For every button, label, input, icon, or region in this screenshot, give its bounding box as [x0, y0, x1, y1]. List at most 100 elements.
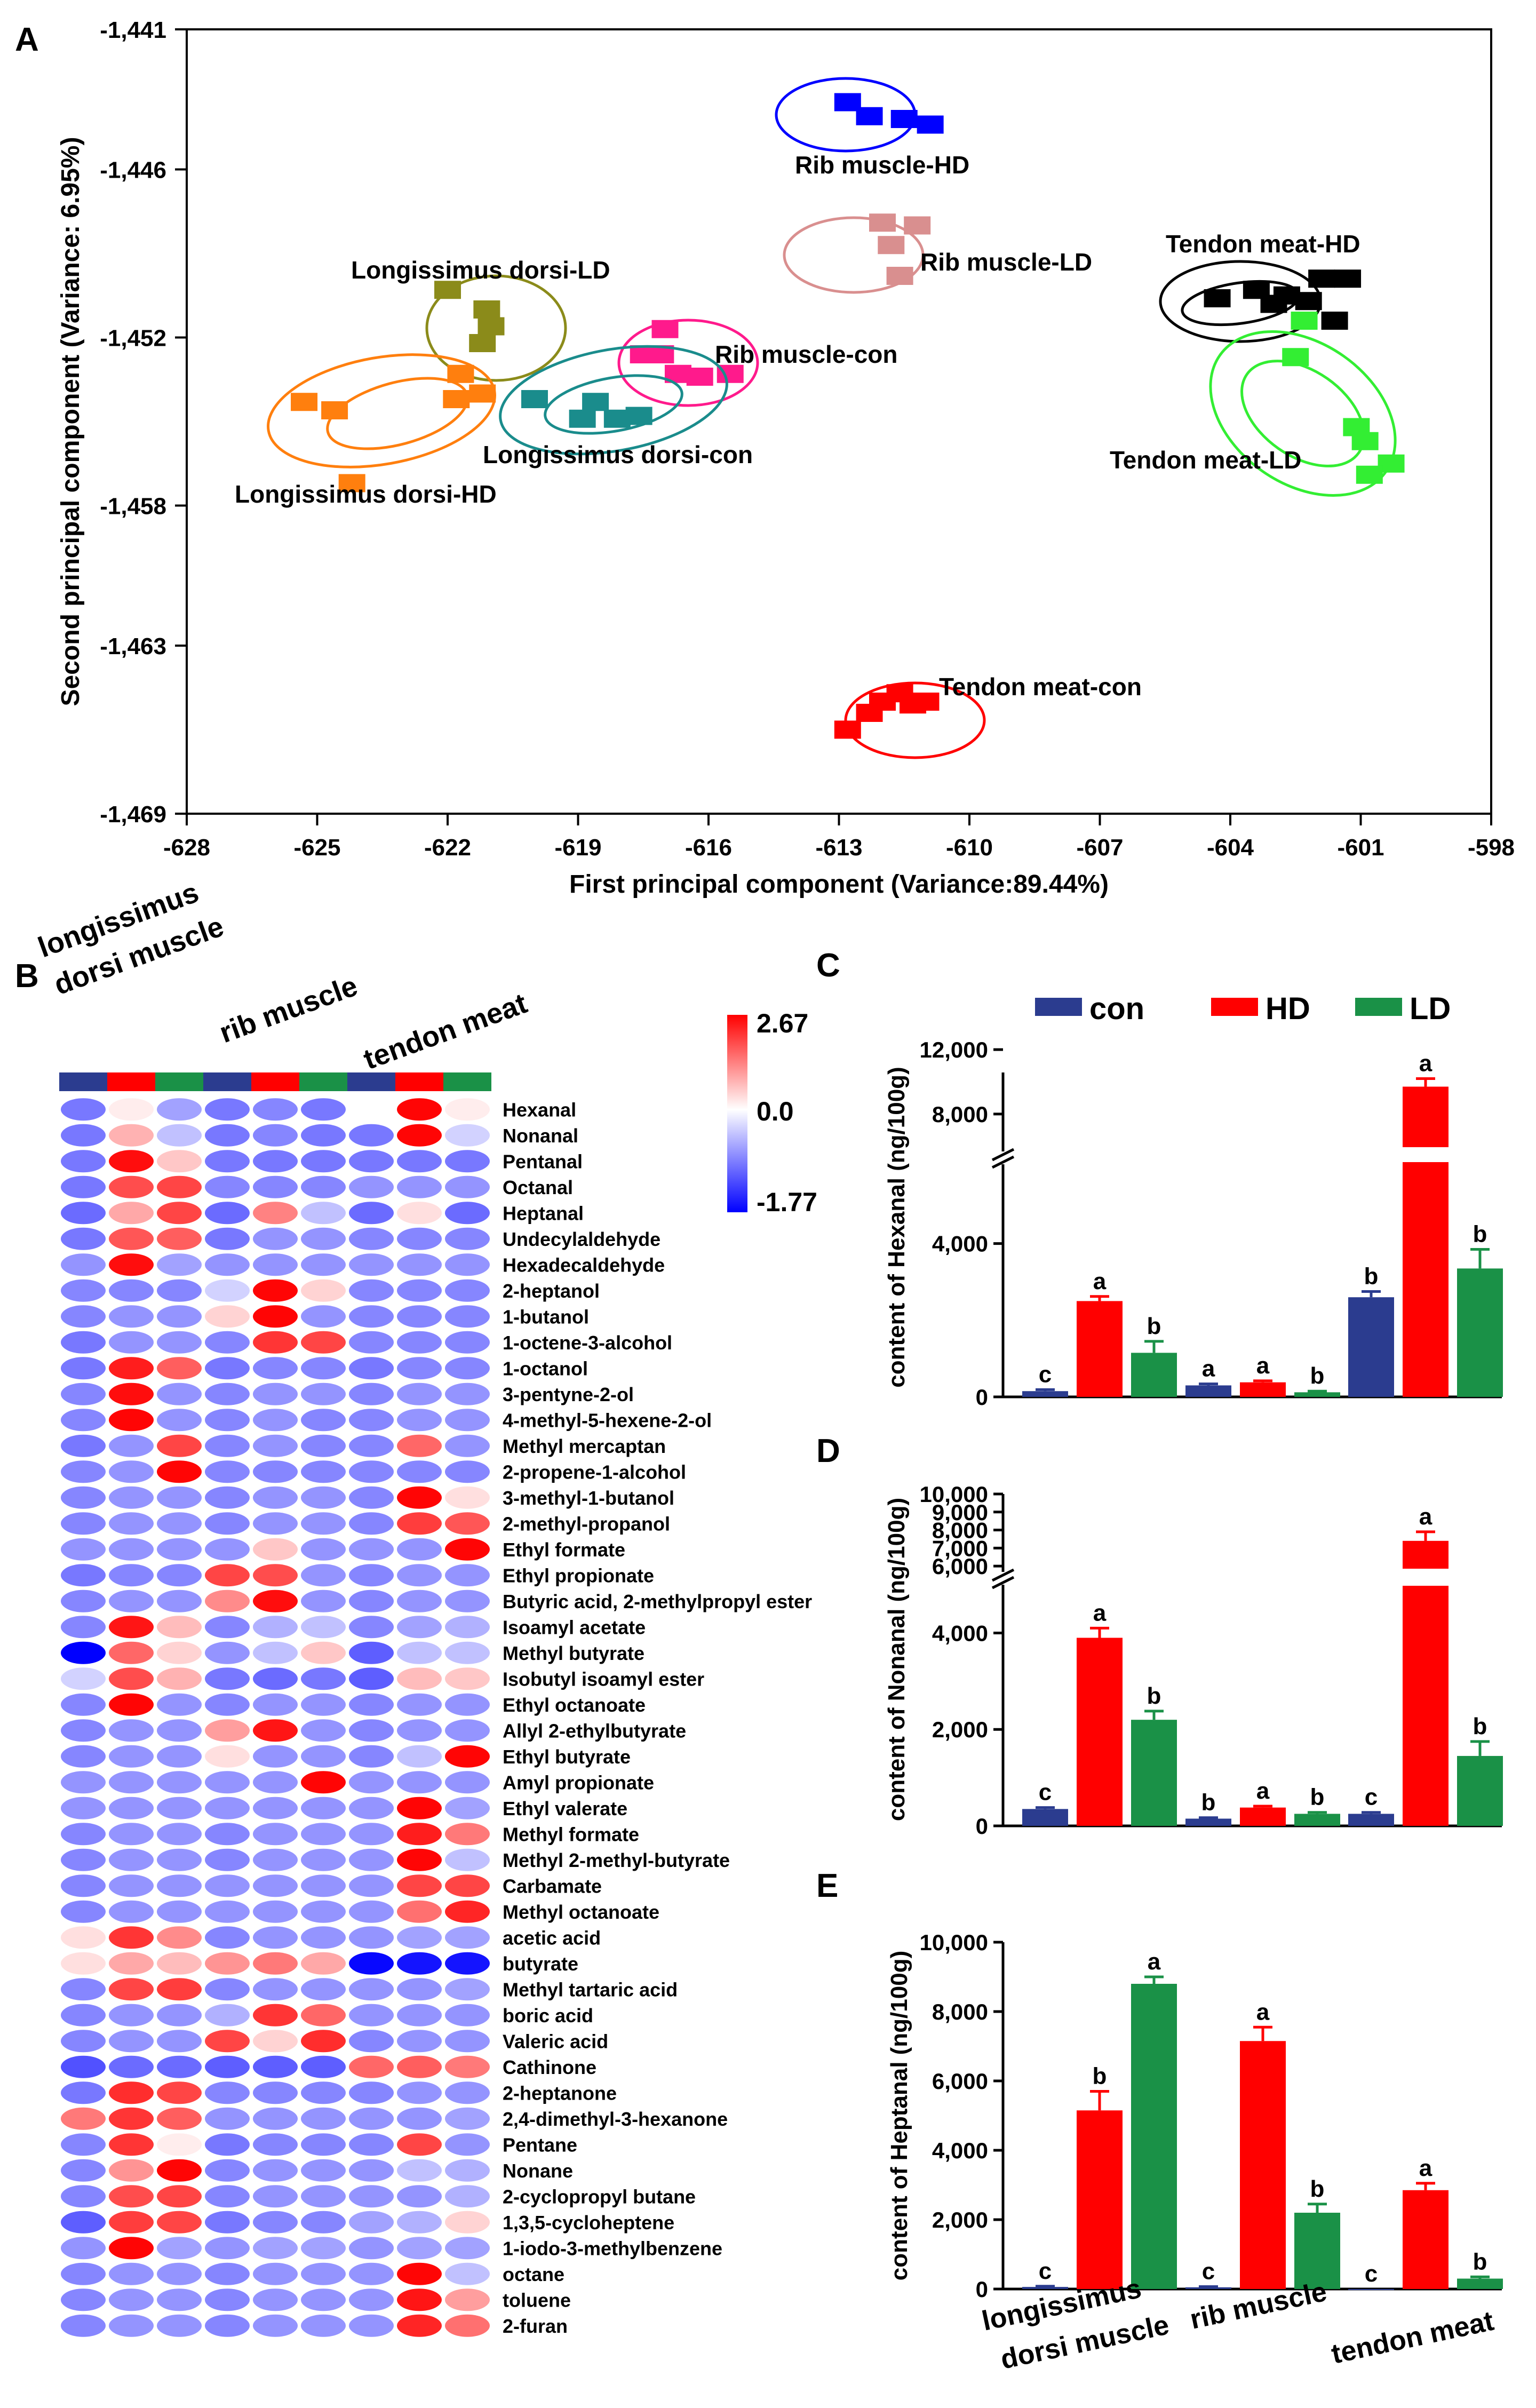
panel-a-pca-plot: -628 -625 -622 -619 -616 -613 -610 -607 -604 -601…	[57, 17, 1515, 899]
y-tick-label: 0	[976, 1814, 988, 1839]
heatmap-cell	[157, 1564, 202, 1587]
heatmap-cell	[349, 1512, 394, 1535]
heatmap-cell	[349, 2055, 394, 2078]
heatmap-row-label: Methyl formate	[503, 1823, 639, 1845]
heatmap-cell	[109, 1202, 154, 1225]
y-axis-title: Second principal component (Variance: 6.…	[57, 137, 85, 706]
x-tick-label: -628	[163, 835, 210, 861]
bar-hd-0	[1077, 1638, 1123, 1826]
heatmap-cell	[253, 2107, 298, 2130]
heatmap-row-label: Cathinone	[503, 2056, 596, 2078]
heatmap-cell	[397, 2133, 442, 2156]
heatmap-cell	[157, 2185, 202, 2208]
heatmap-cell	[253, 1227, 298, 1250]
heatmap-cell	[397, 1641, 442, 1664]
heatmap-cell	[301, 1667, 346, 1690]
heatmap-cell	[349, 2133, 394, 2156]
heatmap-cell	[61, 2185, 106, 2208]
panel-d-nonanal-bars: c b c a a a b b b 0 2,000 4,000 6,0007,0008,0009,000…	[884, 1482, 1503, 1839]
heatmap-row-label: 2-heptanol	[503, 1280, 600, 1302]
heatmap-cell	[397, 1538, 442, 1561]
rib-muscle-con-point	[651, 320, 679, 338]
heatmap-cell	[445, 1486, 490, 1509]
heatmap-cell	[349, 1719, 394, 1742]
heatmap-cell	[205, 2211, 250, 2234]
heatmap-cell	[397, 2237, 442, 2260]
heatmap-cell	[109, 1512, 154, 1535]
heatmap-cell	[157, 2288, 202, 2311]
heatmap-cell	[445, 1745, 490, 1768]
heatmap-cell	[349, 2211, 394, 2234]
heatmap-cell	[445, 1434, 490, 1457]
heatmap-cell	[301, 1305, 346, 1328]
heatmap-cell	[205, 1305, 250, 1328]
heatmap-cell	[445, 1512, 490, 1535]
heatmap-cell	[253, 1771, 298, 1794]
heatmap-cell	[397, 1279, 442, 1302]
heatmap-cell	[397, 1564, 442, 1587]
heatmap-row-label: acetic acid	[503, 1927, 601, 1949]
heatmap-row-label: 1-butanol	[503, 1306, 589, 1328]
heatmap-cell	[253, 1202, 298, 1225]
heatmap-cell	[301, 1900, 346, 1923]
heatmap-cell	[445, 2081, 490, 2104]
heatmap-row-label: toluene	[503, 2289, 571, 2311]
y-tick-label: -1,463	[100, 633, 166, 659]
tendon-meat-hd-point	[1204, 289, 1231, 307]
heatmap-cell	[157, 1434, 202, 1457]
heatmap-treatment-bar-hd	[395, 1072, 443, 1091]
heatmap-cell	[109, 1745, 154, 1768]
heatmap-treatment-bar-ld	[443, 1072, 491, 1091]
heatmap-cell	[253, 1952, 298, 1975]
heatmap-cell	[397, 1434, 442, 1457]
heatmap-cell	[253, 2237, 298, 2260]
heatmap-cell	[349, 1279, 394, 1302]
heatmap-cell	[349, 2314, 394, 2337]
legend-label-con: con	[1089, 991, 1144, 1026]
heatmap-cell	[301, 1590, 346, 1612]
heatmap-cell	[61, 1952, 106, 1975]
heatmap-cell	[61, 1253, 106, 1276]
significance-letter-hd-1: a	[1256, 1353, 1270, 1379]
heatmap-cell	[205, 1175, 250, 1198]
heatmap-cell	[205, 1745, 250, 1768]
heatmap-cell	[61, 1098, 106, 1121]
heatmap-row-label: 2-heptanone	[503, 2082, 617, 2104]
heatmap-cell	[301, 1357, 346, 1380]
heatmap-cell	[301, 1771, 346, 1794]
heatmap-cell	[253, 1590, 298, 1612]
heatmap-cell	[253, 2081, 298, 2104]
heatmap-cell	[445, 1952, 490, 1975]
heatmap-cell	[157, 2262, 202, 2285]
y-tick-label: -1,469	[100, 801, 166, 828]
heatmap-row-label: Undecylaldehyde	[503, 1228, 660, 1250]
y-tick-label: 4,000	[932, 1620, 988, 1646]
heatmap-cell	[205, 1150, 250, 1173]
heatmap-treatment-bar-con	[203, 1072, 251, 1091]
bar-hd-1	[1240, 1382, 1286, 1397]
heatmap-cell	[253, 1305, 298, 1328]
panel-letter-d: D	[816, 1433, 840, 1469]
heatmap-cell	[397, 2107, 442, 2130]
heatmap-cell	[445, 1719, 490, 1742]
bar-hd-2	[1403, 1540, 1449, 1826]
heatmap-cell	[253, 1512, 298, 1535]
heatmap-cell	[349, 1564, 394, 1587]
heatmap-cell	[61, 1512, 106, 1535]
significance-letter-con-2: c	[1365, 1784, 1378, 1810]
heatmap-cell	[157, 1848, 202, 1871]
heatmap-cell	[445, 1175, 490, 1198]
heatmap-cell	[301, 2237, 346, 2260]
heatmap-cell	[61, 1978, 106, 2001]
heatmap-scale-mid: 0.0	[757, 1096, 794, 1126]
longissimus-dorsi-con-label: Longissimus dorsi-con	[483, 441, 753, 468]
heatmap-cell	[301, 1978, 346, 2001]
heatmap-cell	[157, 1952, 202, 1975]
heatmap-cell	[157, 2159, 202, 2182]
heatmap-row-label: Nonanal	[503, 1125, 578, 1147]
heatmap-cell	[445, 2159, 490, 2182]
heatmap-row-label: 1-octanol	[503, 1357, 588, 1379]
tendon-meat-hd-point	[1308, 269, 1335, 288]
heatmap-cell	[205, 1693, 250, 1716]
heatmap-treatment-bar-ld	[299, 1072, 347, 1091]
